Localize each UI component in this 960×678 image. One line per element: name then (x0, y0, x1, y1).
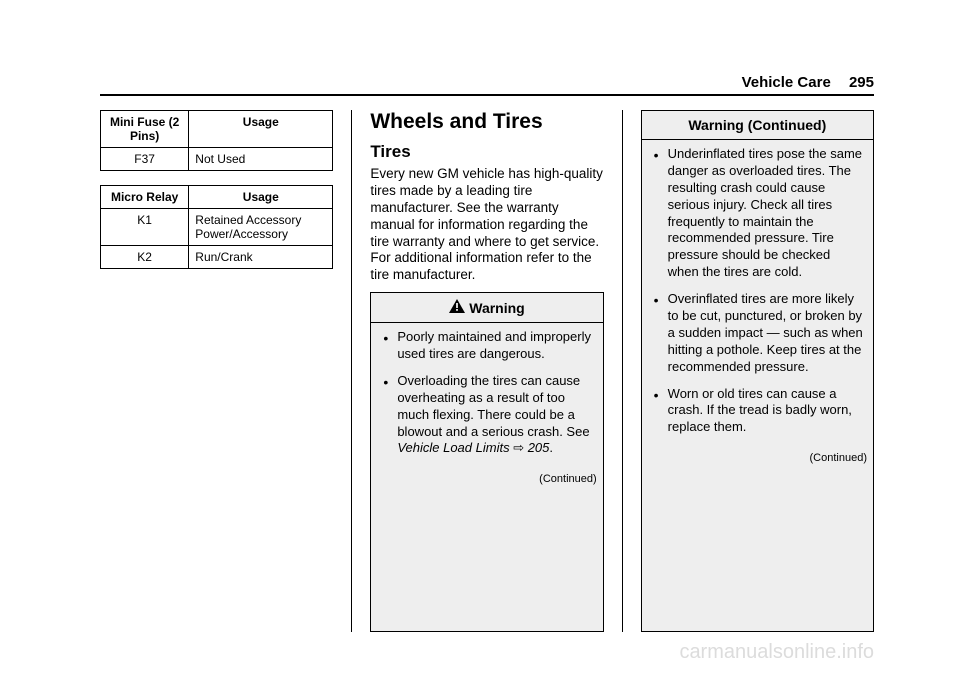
table-row: F37 Not Used (101, 148, 333, 171)
mini-fuse-table: Mini Fuse (2 Pins) Usage F37 Not Used (100, 110, 333, 171)
warning-bullet: Poorly maintained and improperly used ti… (381, 329, 592, 363)
warning-continued: (Continued) (642, 450, 873, 468)
warning-title: Warning (Continued) (642, 111, 873, 140)
sub-heading: Tires (370, 142, 603, 162)
mini-fuse-header-2: Usage (189, 111, 333, 148)
mini-fuse-cell: F37 (101, 148, 189, 171)
warning-title: Warning (371, 293, 602, 323)
column-1: Mini Fuse (2 Pins) Usage F37 Not Used Mi… (100, 110, 333, 632)
warning-title-text: Warning (469, 300, 524, 316)
micro-relay-table: Micro Relay Usage K1 Retained Accessory … (100, 185, 333, 269)
column-divider (351, 110, 352, 632)
column-3: Warning (Continued) Underinflated tires … (641, 110, 874, 632)
micro-relay-cell: K1 (101, 209, 189, 246)
warning-body: Underinflated tires pose the same danger… (642, 140, 873, 450)
table-row: Mini Fuse (2 Pins) Usage (101, 111, 333, 148)
table-row: K2 Run/Crank (101, 246, 333, 269)
warning-bullet-text: Overloading the tires can cause overheat… (397, 373, 589, 456)
warning-bullet: Worn or old tires can cause a crash. If … (652, 386, 863, 437)
warning-continued: (Continued) (371, 471, 602, 489)
micro-relay-cell: Run/Crank (189, 246, 333, 269)
page: Vehicle Care 295 Mini Fuse (2 Pins) Usag… (0, 0, 960, 678)
mini-fuse-cell: Not Used (189, 148, 333, 171)
warning-bullet: Overloading the tires can cause overheat… (381, 373, 592, 457)
page-header: Vehicle Care 295 (742, 74, 874, 91)
column-2: Wheels and Tires Tires Every new GM vehi… (370, 110, 603, 632)
micro-relay-cell: K2 (101, 246, 189, 269)
table-row: K1 Retained Accessory Power/Accessory (101, 209, 333, 246)
warning-bullet: Underinflated tires pose the same danger… (652, 146, 863, 281)
micro-relay-cell: Retained Accessory Power/Accessory (189, 209, 333, 246)
section-name: Vehicle Care (742, 74, 831, 91)
watermark-text: carmanualsonline.info (679, 641, 874, 664)
intro-paragraph: Every new GM vehicle has high-quality ti… (370, 166, 603, 284)
column-divider (622, 110, 623, 632)
warning-box-1: Warning Poorly maintained and improperly… (370, 292, 603, 632)
warning-bullet: Overinflated tires are more likely to be… (652, 291, 863, 375)
table-row: Micro Relay Usage (101, 186, 333, 209)
content-columns: Mini Fuse (2 Pins) Usage F37 Not Used Mi… (100, 110, 874, 632)
warning-box-2: Warning (Continued) Underinflated tires … (641, 110, 874, 632)
micro-relay-header-2: Usage (189, 186, 333, 209)
mini-fuse-header-1: Mini Fuse (2 Pins) (101, 111, 189, 148)
micro-relay-header-1: Micro Relay (101, 186, 189, 209)
warning-body: Poorly maintained and improperly used ti… (371, 323, 602, 471)
warning-triangle-icon (449, 299, 465, 316)
header-rule (100, 94, 874, 96)
section-heading: Wheels and Tires (370, 110, 603, 134)
page-number: 295 (849, 74, 874, 91)
